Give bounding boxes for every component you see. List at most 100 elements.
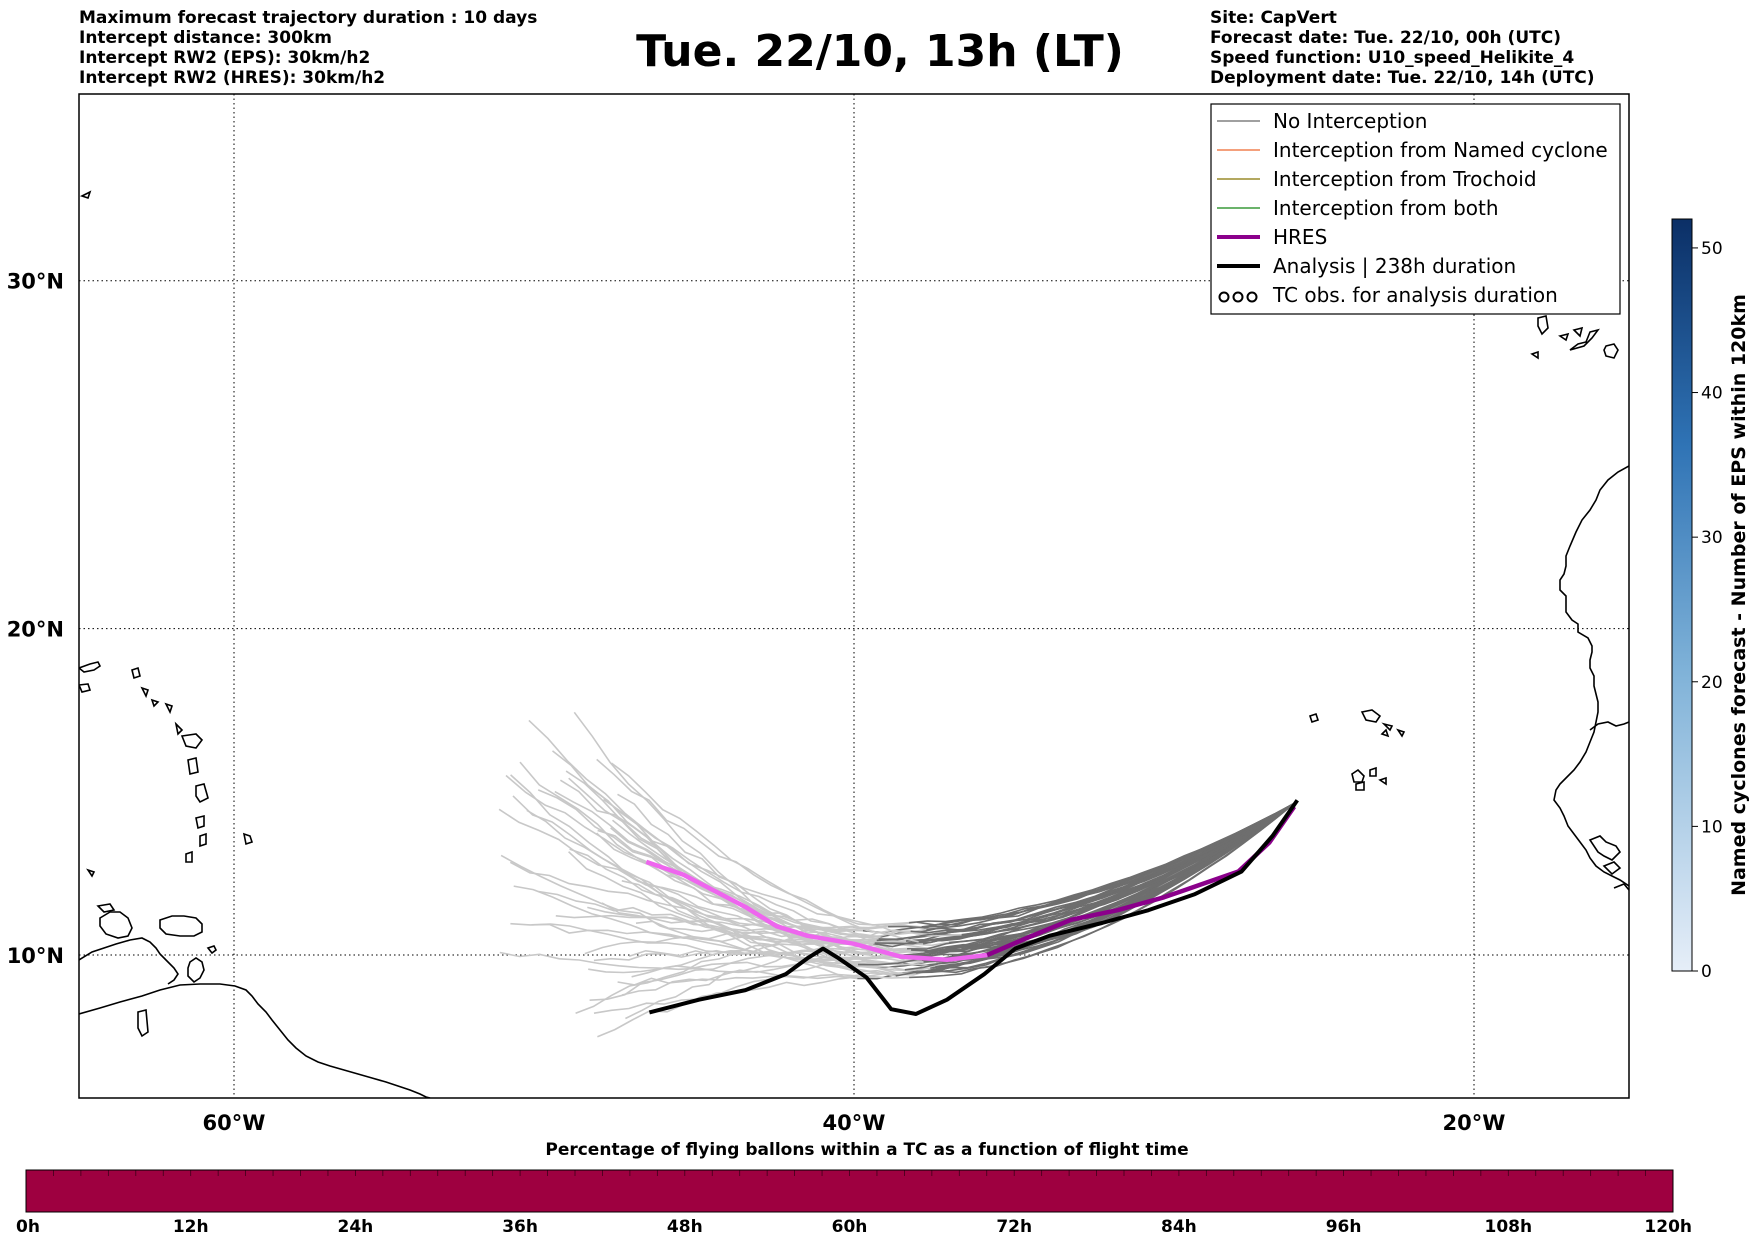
header-right-line: Speed function: U10_speed_Helikite_4 bbox=[1210, 48, 1575, 68]
eps-track-late bbox=[631, 930, 947, 978]
eps-track-early bbox=[910, 802, 1295, 934]
right-colorbar-tick-label: 50 bbox=[1701, 239, 1723, 259]
eps-track-late bbox=[512, 795, 904, 960]
capeverde-1 bbox=[1360, 709, 1382, 723]
capeverde-7 bbox=[1351, 768, 1365, 783]
bottom-colorbar-tick-label: 120h bbox=[1644, 1217, 1692, 1237]
eps-track-early bbox=[888, 802, 1295, 929]
eps-track-late bbox=[621, 950, 925, 996]
header-left-line: Intercept distance: 300km bbox=[79, 28, 332, 48]
legend-label: No Interception bbox=[1273, 109, 1427, 133]
right-colorbar-label: Named cyclones forecast - Number of EPS … bbox=[1728, 294, 1750, 896]
coast-africa-islands2 bbox=[1602, 861, 1622, 876]
eps-track-late bbox=[519, 761, 908, 956]
bottom-colorbar-tick-label: 60h bbox=[832, 1217, 868, 1237]
coast-south-america bbox=[79, 983, 431, 1098]
lat-tick-label: 30°N bbox=[7, 270, 64, 294]
island-16 bbox=[96, 903, 116, 913]
page-title: Tue. 22/10, 13h (LT) bbox=[636, 26, 1124, 77]
legend-label: HRES bbox=[1273, 225, 1327, 249]
bottom-colorbar-title: Percentage of flying ballons within a TC… bbox=[545, 1140, 1188, 1160]
legend-label: Analysis | 238h duration bbox=[1273, 254, 1516, 278]
legend-label: Interception from Trochoid bbox=[1273, 167, 1537, 191]
coast-gulf bbox=[79, 937, 179, 985]
canary-1 bbox=[1537, 315, 1549, 336]
island-11 bbox=[195, 814, 205, 830]
bottom-colorbar-bar bbox=[25, 1169, 1674, 1213]
lon-tick-label: 20°W bbox=[1443, 1111, 1506, 1135]
bottom-colorbar-tick-label: 36h bbox=[502, 1217, 538, 1237]
eps-track-early bbox=[907, 802, 1295, 950]
island-17 bbox=[137, 1008, 149, 1038]
eps-track-late bbox=[628, 875, 962, 937]
island-5 bbox=[150, 698, 160, 708]
eps-track-late bbox=[559, 779, 909, 926]
eps-track-late bbox=[569, 848, 896, 977]
island-4 bbox=[140, 686, 150, 699]
island-13 bbox=[185, 850, 193, 863]
island-2 bbox=[79, 683, 92, 693]
trajectory-layer bbox=[498, 711, 1299, 1038]
right-colorbar-tick-label: 10 bbox=[1701, 817, 1723, 837]
island-7 bbox=[174, 721, 184, 736]
coast-africa bbox=[1553, 465, 1629, 887]
eps-track-early bbox=[911, 802, 1295, 952]
island-10 bbox=[195, 783, 209, 804]
map-frame bbox=[78, 93, 1630, 1099]
island-6 bbox=[164, 702, 174, 715]
bottom-colorbar-tick-label: 84h bbox=[1161, 1217, 1197, 1237]
capeverde-2 bbox=[1381, 722, 1394, 732]
coast-tobago bbox=[206, 945, 218, 955]
header-right-line: Forecast date: Tue. 22/10, 00h (UTC) bbox=[1210, 28, 1561, 48]
island-3 bbox=[131, 666, 141, 680]
eps-track-early bbox=[921, 802, 1295, 974]
capeverde-3 bbox=[1396, 728, 1406, 738]
bottom-colorbar-tick-label: 12h bbox=[173, 1217, 209, 1237]
eps-track-early bbox=[930, 802, 1295, 969]
header-left-line: Intercept RW2 (EPS): 30km/h2 bbox=[79, 48, 371, 68]
lat-tick-label: 10°N bbox=[7, 944, 64, 968]
legend-box bbox=[1210, 103, 1621, 315]
tc-obs-symbol bbox=[1246, 291, 1258, 303]
island-18 bbox=[79, 190, 92, 200]
bottom-colorbar-tick-label: 24h bbox=[338, 1217, 374, 1237]
map-axis-labels: 30°N 20°N 10°N 60°W 40°W 20°W bbox=[7, 270, 1506, 1135]
hres-track-late bbox=[645, 859, 988, 963]
coastlines bbox=[79, 190, 1629, 1098]
right-colorbar-gradient bbox=[1671, 218, 1693, 972]
coast-trinidad bbox=[187, 957, 205, 984]
header-right-info: Site: CapVert Forecast date: Tue. 22/10, … bbox=[1210, 8, 1595, 88]
island-9 bbox=[187, 757, 199, 775]
tc-obs-symbol bbox=[1218, 291, 1230, 303]
right-colorbar-tick-label: 20 bbox=[1701, 673, 1723, 693]
canary-6 bbox=[1603, 343, 1619, 359]
canary-4 bbox=[1530, 350, 1539, 360]
header-left-line: Intercept RW2 (HRES): 30km/h2 bbox=[79, 68, 386, 88]
header-left-line: Maximum forecast trajectory duration : 1… bbox=[79, 8, 538, 28]
coast-africa-bissau bbox=[1589, 721, 1629, 731]
legend-label: TC obs. for analysis duration bbox=[1272, 283, 1558, 307]
canary-2 bbox=[1572, 326, 1584, 338]
coast-africa-islands bbox=[1588, 835, 1622, 861]
bottom-colorbar-tick-label: 72h bbox=[996, 1217, 1032, 1237]
coast-margarita bbox=[159, 915, 203, 937]
analysis-track bbox=[648, 799, 1299, 1016]
capeverde-8 bbox=[1369, 766, 1377, 777]
header-left-info: Maximum forecast trajectory duration : 1… bbox=[79, 8, 537, 88]
island-8 bbox=[180, 733, 204, 749]
bottom-colorbar-tick-label: 108h bbox=[1485, 1217, 1533, 1237]
legend-label: Interception from Named cyclone bbox=[1273, 138, 1608, 162]
right-colorbar-tick-label: 40 bbox=[1701, 384, 1723, 404]
tc-obs-symbol bbox=[1232, 291, 1244, 303]
bottom-colorbar-tick-label: 0h bbox=[16, 1217, 40, 1237]
header-right-line: Deployment date: Tue. 22/10, 14h (UTC) bbox=[1210, 68, 1595, 88]
eps-track-late bbox=[596, 758, 911, 933]
eps-track-late bbox=[573, 711, 917, 975]
island-1 bbox=[79, 661, 102, 673]
legend-label: Interception from both bbox=[1273, 196, 1499, 220]
capeverde-4 bbox=[1378, 776, 1387, 786]
eps-track-late bbox=[635, 920, 966, 950]
canary-3 bbox=[1558, 332, 1570, 342]
lon-tick-label: 60°W bbox=[203, 1111, 266, 1135]
